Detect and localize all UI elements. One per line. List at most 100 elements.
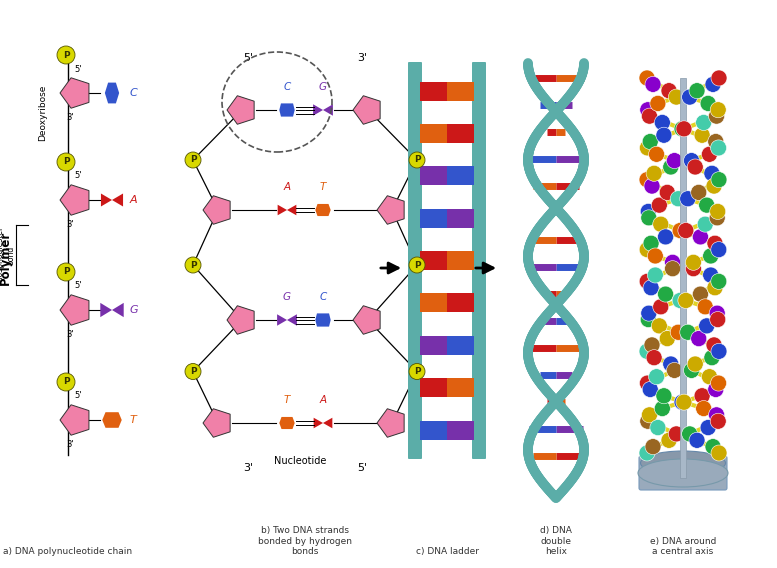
Circle shape xyxy=(639,375,656,391)
Circle shape xyxy=(57,46,75,64)
Circle shape xyxy=(639,241,655,258)
Circle shape xyxy=(409,364,425,379)
Text: P: P xyxy=(63,378,69,386)
Circle shape xyxy=(702,147,717,162)
Polygon shape xyxy=(377,409,404,437)
Bar xyxy=(420,166,447,185)
Text: A: A xyxy=(319,395,326,405)
Circle shape xyxy=(692,229,709,245)
Text: d) DNA
double
helix: d) DNA double helix xyxy=(540,526,572,556)
Circle shape xyxy=(685,254,702,270)
Polygon shape xyxy=(60,295,89,325)
Text: e) DNA around
a central axis: e) DNA around a central axis xyxy=(650,537,716,556)
Circle shape xyxy=(671,191,686,207)
Bar xyxy=(447,294,474,312)
Circle shape xyxy=(695,400,712,416)
Circle shape xyxy=(709,311,726,328)
Text: 5': 5' xyxy=(75,65,82,73)
Text: P: P xyxy=(413,156,420,165)
Circle shape xyxy=(678,223,694,239)
Circle shape xyxy=(643,235,659,251)
Text: 3': 3' xyxy=(66,113,74,122)
Circle shape xyxy=(639,172,655,187)
Circle shape xyxy=(640,311,657,328)
Text: G: G xyxy=(283,292,291,302)
Text: 5': 5' xyxy=(243,53,253,63)
Circle shape xyxy=(657,286,674,302)
Polygon shape xyxy=(353,306,380,334)
Circle shape xyxy=(639,273,655,289)
Bar xyxy=(420,208,447,228)
Circle shape xyxy=(659,185,675,201)
Circle shape xyxy=(659,331,675,346)
Circle shape xyxy=(639,70,655,86)
Circle shape xyxy=(702,248,719,264)
Text: P: P xyxy=(413,367,420,376)
Circle shape xyxy=(644,178,660,194)
Circle shape xyxy=(654,115,671,131)
FancyBboxPatch shape xyxy=(472,62,486,459)
Circle shape xyxy=(640,203,657,219)
Circle shape xyxy=(639,102,656,118)
Polygon shape xyxy=(287,314,297,325)
Text: P: P xyxy=(413,261,420,269)
Bar xyxy=(420,420,447,440)
Circle shape xyxy=(57,373,75,391)
Polygon shape xyxy=(227,306,254,334)
Text: P: P xyxy=(190,156,197,165)
Circle shape xyxy=(702,369,717,385)
Circle shape xyxy=(692,286,709,302)
Text: A: A xyxy=(130,195,138,205)
Bar xyxy=(420,81,447,101)
Text: 5': 5' xyxy=(75,172,82,181)
Circle shape xyxy=(699,197,715,213)
Bar xyxy=(447,378,474,397)
Circle shape xyxy=(704,165,720,181)
Circle shape xyxy=(709,407,724,423)
Circle shape xyxy=(656,388,672,404)
Circle shape xyxy=(639,140,656,156)
Circle shape xyxy=(653,216,669,232)
Text: T: T xyxy=(130,415,137,425)
Circle shape xyxy=(643,280,659,296)
Circle shape xyxy=(711,241,726,258)
Circle shape xyxy=(650,420,666,436)
Circle shape xyxy=(646,350,662,366)
Circle shape xyxy=(700,95,716,111)
Polygon shape xyxy=(313,105,323,116)
Bar xyxy=(447,208,474,228)
Polygon shape xyxy=(323,105,333,116)
Bar xyxy=(447,336,474,355)
Circle shape xyxy=(707,280,723,296)
Circle shape xyxy=(643,133,658,149)
Circle shape xyxy=(685,261,702,277)
Circle shape xyxy=(705,76,721,93)
Text: T: T xyxy=(320,182,326,192)
Bar xyxy=(420,124,447,143)
Circle shape xyxy=(695,115,712,131)
Circle shape xyxy=(684,362,699,378)
Polygon shape xyxy=(314,417,323,428)
Circle shape xyxy=(57,153,75,171)
FancyBboxPatch shape xyxy=(639,456,727,490)
Text: a) DNA polynucleotide chain: a) DNA polynucleotide chain xyxy=(3,547,133,556)
Polygon shape xyxy=(112,194,123,207)
Text: C: C xyxy=(284,82,291,92)
Circle shape xyxy=(409,257,425,273)
Bar xyxy=(447,81,474,101)
Polygon shape xyxy=(323,417,333,428)
Circle shape xyxy=(708,133,724,149)
Circle shape xyxy=(674,121,690,137)
Polygon shape xyxy=(227,96,254,124)
Circle shape xyxy=(647,248,664,264)
Circle shape xyxy=(709,210,725,226)
Circle shape xyxy=(687,159,703,175)
Text: C: C xyxy=(319,292,326,302)
Circle shape xyxy=(672,293,688,308)
Polygon shape xyxy=(60,185,89,215)
Text: 5': 5' xyxy=(357,463,367,473)
Text: P: P xyxy=(190,367,197,376)
Text: C: C xyxy=(130,88,138,98)
Text: G: G xyxy=(319,82,327,92)
Circle shape xyxy=(709,305,725,321)
